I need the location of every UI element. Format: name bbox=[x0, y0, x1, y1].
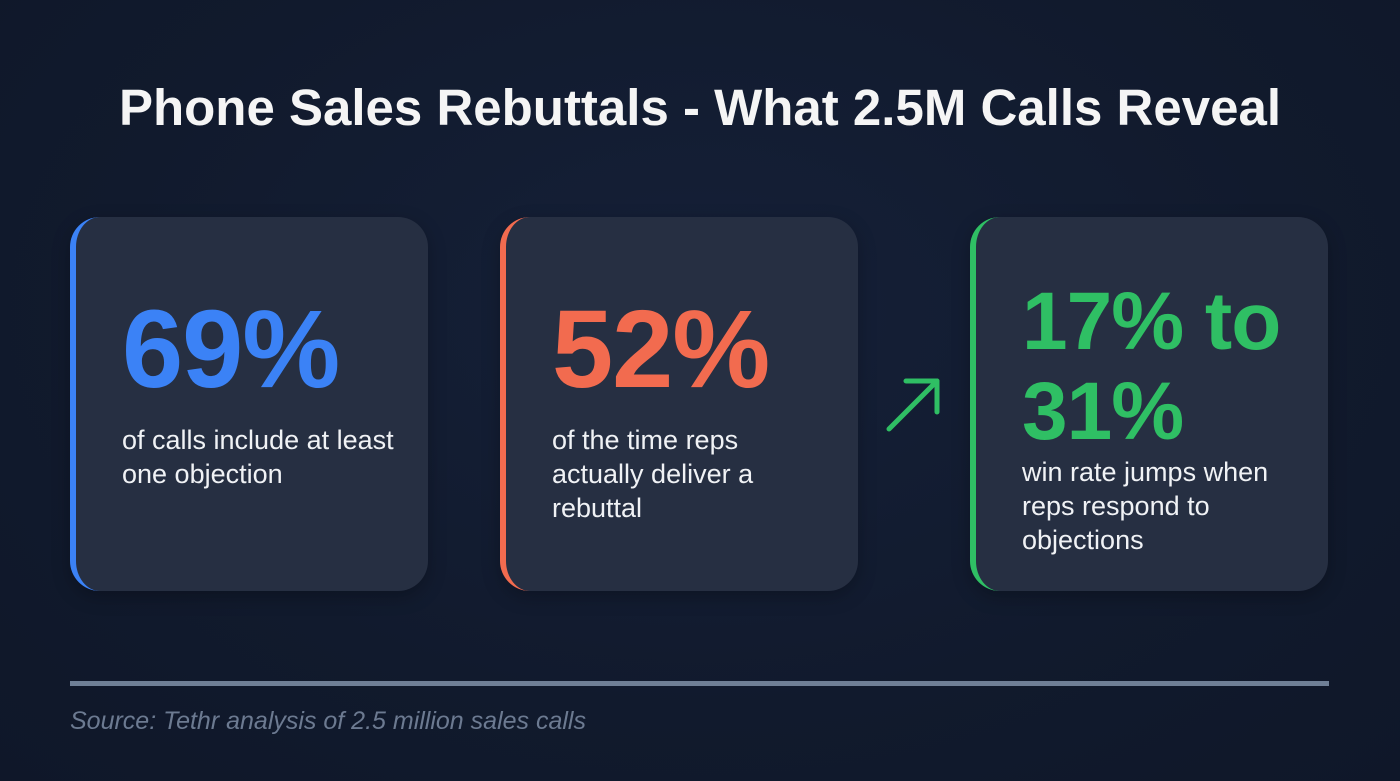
stat-value: 17% to 31% bbox=[1022, 276, 1281, 457]
stat-description: win rate jumps when reps respond to obje… bbox=[1022, 457, 1269, 555]
stat-card-win-rate: 17% to 31% win rate jumps when reps resp… bbox=[970, 217, 1328, 591]
stat-value: 69% bbox=[122, 288, 340, 411]
divider bbox=[70, 681, 1329, 686]
stat-description: of the time reps actually deliver a rebu… bbox=[552, 425, 754, 523]
source-note: Source: Tethr analysis of 2.5 million sa… bbox=[70, 707, 586, 735]
stat-value: 52% bbox=[552, 288, 770, 411]
page-title: Phone Sales Rebuttals - What 2.5M Calls … bbox=[118, 79, 1282, 136]
stat-card-rebuttals: 52% of the time reps actually deliver a … bbox=[500, 217, 858, 591]
stat-description: of calls include at least one objection bbox=[122, 425, 394, 489]
stat-card-objections: 69% of calls include at least one object… bbox=[70, 217, 428, 591]
arrow-up-right-icon bbox=[886, 378, 940, 432]
